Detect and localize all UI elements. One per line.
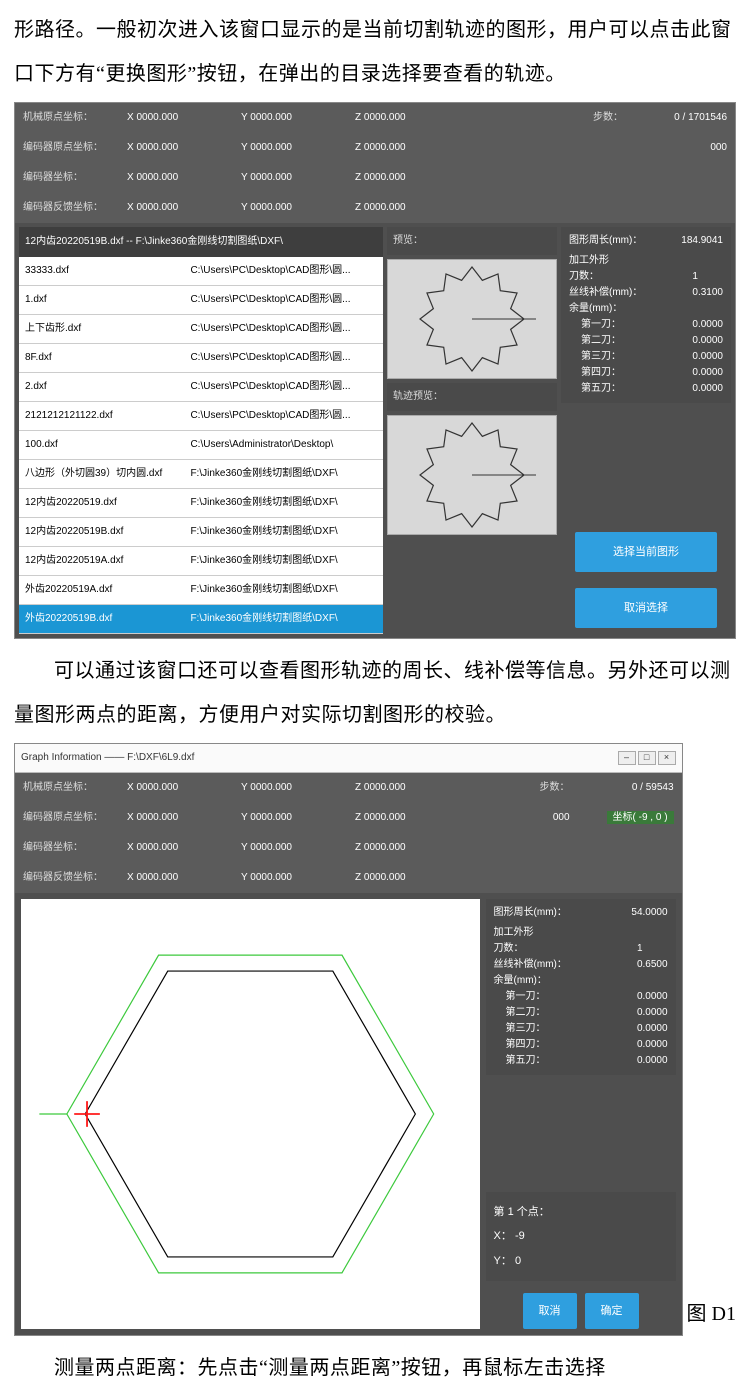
file-row[interactable]: 33333.dxfC:\Users\PC\Desktop\CAD图形\圆... bbox=[19, 257, 383, 286]
track-preview-label: 轨迹预览： bbox=[387, 383, 557, 411]
shape-type-label: 加工外形 bbox=[569, 253, 723, 269]
cuts-value: 1 bbox=[692, 269, 723, 285]
ok-button[interactable]: 确定 bbox=[585, 1293, 639, 1329]
cancel-select-button[interactable]: 取消选择 bbox=[575, 588, 717, 628]
file-row[interactable]: 上下齿形.dxfC:\Users\PC\Desktop\CAD图形\圆... bbox=[19, 315, 383, 344]
cursor-coord-badge: 坐标( -9 , 0 ) bbox=[607, 811, 674, 824]
point-y: 0 bbox=[515, 1255, 521, 1267]
body-paragraph-1: 形路径。一般初次进入该窗口显示的是当前切割轨迹的图形，用户可以点击此窗口下方有“… bbox=[14, 8, 736, 96]
comp-label: 丝线补偿(mm)： bbox=[569, 285, 686, 301]
comp-value: 0.3100 bbox=[692, 285, 723, 301]
close-button[interactable]: × bbox=[658, 751, 676, 765]
file-row[interactable]: 12内齿20220519A.dxfF:\Jinke360金刚线切割图纸\DXF\ bbox=[19, 547, 383, 576]
status-panel: 机械原点坐标： X 0000.000 Y 0000.000 Z 0000.000… bbox=[15, 103, 735, 223]
point-readout-box: 第 1 个点： X： -9 Y： 0 bbox=[486, 1192, 676, 1281]
file-row[interactable]: 1.dxfC:\Users\PC\Desktop\CAD图形\圆... bbox=[19, 286, 383, 315]
window-title: Graph Information —— F:\DXF\6L9.dxf bbox=[21, 747, 194, 769]
file-panel: 12内齿20220519B.dxf -- F:\Jinke360金刚线切割图纸\… bbox=[19, 227, 383, 634]
preview-label: 预览： bbox=[387, 227, 557, 255]
file-row[interactable]: 8F.dxfC:\Users\PC\Desktop\CAD图形\圆... bbox=[19, 344, 383, 373]
track-preview-box bbox=[387, 415, 557, 535]
perimeter-label: 图形周长(mm)： bbox=[569, 233, 675, 249]
perimeter-value-2: 54.0000 bbox=[631, 905, 667, 921]
comp-value-2: 0.6500 bbox=[637, 957, 668, 973]
file-row[interactable]: 外齿20220519A.dxfF:\Jinke360金刚线切割图纸\DXF\ bbox=[19, 576, 383, 605]
file-list[interactable]: 33333.dxfC:\Users\PC\Desktop\CAD图形\圆...1… bbox=[19, 257, 383, 634]
status-label-encoder-feedback: 编码器反馈坐标： bbox=[23, 197, 123, 219]
status-label-encoder: 编码器坐标： bbox=[23, 167, 123, 189]
point-x: -9 bbox=[515, 1230, 525, 1242]
screenshot-graph-info: Graph Information —— F:\DXF\6L9.dxf – □ … bbox=[14, 743, 736, 1336]
steps-value: 0 / 1701546 bbox=[627, 107, 727, 129]
minimize-button[interactable]: – bbox=[618, 751, 636, 765]
cancel-button-2[interactable]: 取消 bbox=[523, 1293, 577, 1329]
file-row[interactable]: 八边形（外切圆39）切内圆.dxfF:\Jinke360金刚线切割图纸\DXF\ bbox=[19, 460, 383, 489]
status-zero: 000 bbox=[627, 137, 727, 159]
perimeter-value: 184.9041 bbox=[681, 233, 723, 249]
window-titlebar: Graph Information —— F:\DXF\6L9.dxf – □ … bbox=[15, 744, 682, 773]
file-row[interactable]: 2121212121122.dxfC:\Users\PC\Desktop\CAD… bbox=[19, 402, 383, 431]
preview-box bbox=[387, 259, 557, 379]
file-row[interactable]: 12内齿20220519.dxfF:\Jinke360金刚线切割图纸\DXF\ bbox=[19, 489, 383, 518]
status-panel-2: 机械原点坐标： X 0000.000 Y 0000.000 Z 0000.000… bbox=[15, 773, 682, 893]
current-path-bar: 12内齿20220519B.dxf -- F:\Jinke360金刚线切割图纸\… bbox=[19, 227, 383, 257]
steps-value-2: 0 / 59543 bbox=[574, 777, 674, 799]
file-row[interactable]: 2.dxfC:\Users\PC\Desktop\CAD图形\圆... bbox=[19, 373, 383, 402]
cuts-label: 刀数： bbox=[569, 269, 686, 285]
shape-info-box: 图形周长(mm)： 184.9041 加工外形 刀数： 1 丝线补偿(mm)： … bbox=[561, 227, 731, 403]
body-paragraph-2: 可以通过该窗口还可以查看图形轨迹的周长、线补偿等信息。另外还可以测量图形两点的距… bbox=[14, 649, 736, 737]
file-row[interactable]: 100.dxfC:\Users\Administrator\Desktop\ bbox=[19, 431, 383, 460]
figure-label: 图 D1 bbox=[687, 1292, 736, 1336]
body-paragraph-3: 测量两点距离：先点击“测量两点距离”按钮，再鼠标左击选择 bbox=[14, 1346, 736, 1390]
maximize-button[interactable]: □ bbox=[638, 751, 656, 765]
steps-label: 步数： bbox=[553, 107, 623, 129]
margin-label: 余量(mm)： bbox=[569, 301, 723, 317]
shape-info-box-2: 图形周长(mm)： 54.0000 加工外形 刀数： 1 丝线补偿(mm)： 0… bbox=[486, 899, 676, 1075]
status-label-machine-origin: 机械原点坐标： bbox=[23, 107, 123, 129]
file-row[interactable]: 外齿20220519B.dxfF:\Jinke360金刚线切割图纸\DXF\ bbox=[19, 605, 383, 634]
screenshot-file-selector: 机械原点坐标： X 0000.000 Y 0000.000 Z 0000.000… bbox=[14, 102, 736, 639]
status-z: Z 0000.000 bbox=[355, 107, 465, 129]
status-x: X 0000.000 bbox=[127, 107, 237, 129]
status-y: Y 0000.000 bbox=[241, 107, 351, 129]
status-label-encoder-origin: 编码器原点坐标： bbox=[23, 137, 123, 159]
select-current-button[interactable]: 选择当前图形 bbox=[575, 532, 717, 572]
point-title: 第 1 个点： bbox=[494, 1200, 668, 1224]
file-row[interactable]: 12内齿20220519B.dxfF:\Jinke360金刚线切割图纸\DXF\ bbox=[19, 518, 383, 547]
graph-canvas[interactable] bbox=[21, 899, 480, 1329]
